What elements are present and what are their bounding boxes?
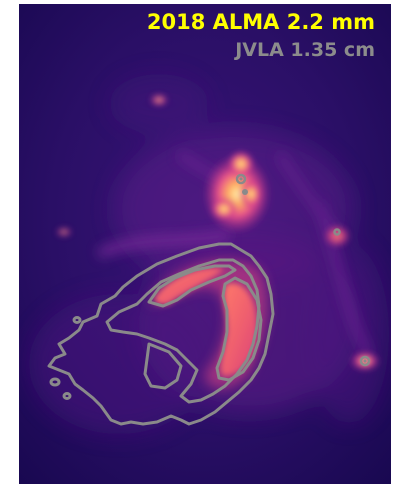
emission-map	[19, 4, 391, 484]
image-panel: 2018 ALMA 2.2 mm JVLA 1.35 cm	[19, 4, 391, 484]
compact-sources	[235, 173, 371, 367]
secondary-observation-label: JVLA 1.35 cm	[235, 39, 375, 61]
jvla-contours	[47, 242, 275, 426]
primary-observation-label: 2018 ALMA 2.2 mm	[146, 10, 375, 34]
